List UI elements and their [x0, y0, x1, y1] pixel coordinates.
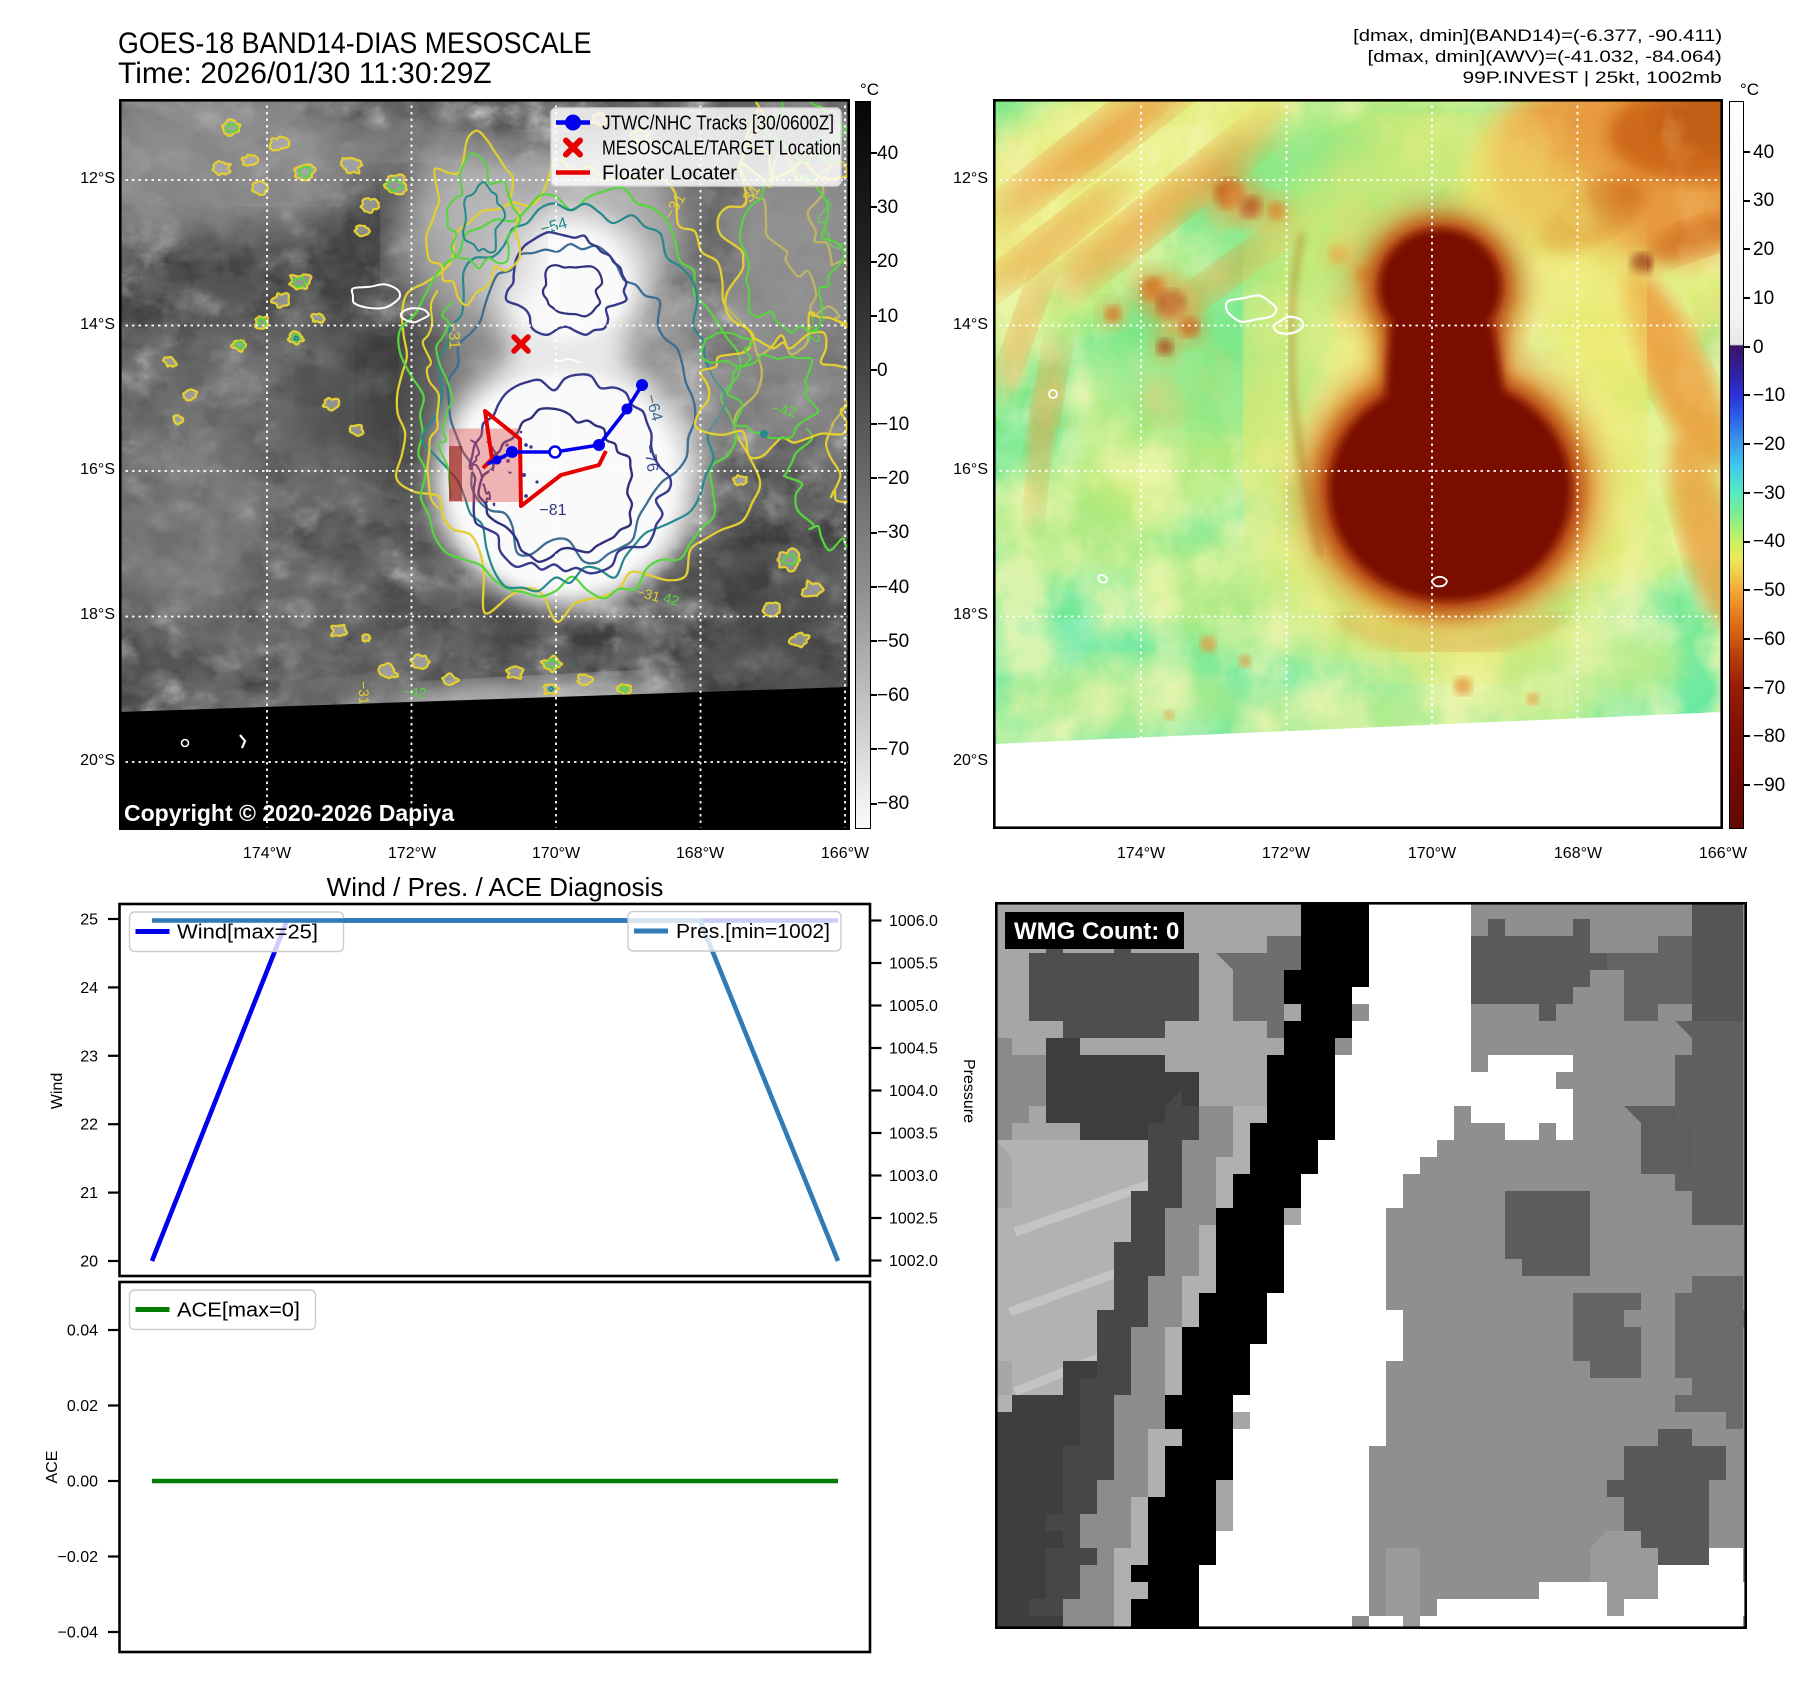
svg-text:−54: −54	[539, 215, 570, 238]
svg-text:−42: −42	[803, 315, 822, 344]
svg-text:−31: −31	[356, 681, 373, 706]
svg-text:1004.5: 1004.5	[889, 1041, 938, 1058]
svg-text:−31: −31	[444, 322, 462, 350]
svg-text:MESOSCALE/TARGET Location: MESOSCALE/TARGET Location	[602, 138, 841, 160]
svg-text:1003.0: 1003.0	[889, 1168, 938, 1185]
svg-text:Pressure: Pressure	[960, 1059, 977, 1123]
svg-text:ACE[max=0]: ACE[max=0]	[177, 1300, 300, 1322]
svg-text:−31: −31	[635, 583, 662, 605]
svg-text:−42: −42	[402, 683, 427, 701]
svg-text:22: 22	[80, 1117, 98, 1134]
svg-text:Wind[max=25]: Wind[max=25]	[177, 922, 318, 944]
svg-text:WMG Count: 0: WMG Count: 0	[1014, 918, 1179, 945]
svg-text:0.02: 0.02	[67, 1398, 98, 1415]
svg-text:1002.5: 1002.5	[889, 1211, 938, 1228]
svg-text:−42: −42	[770, 400, 798, 421]
svg-text:−0.04: −0.04	[58, 1625, 99, 1642]
svg-text:1003.5: 1003.5	[889, 1126, 938, 1143]
svg-text:Copyright © 2020-2026 Dapiya: Copyright © 2020-2026 Dapiya	[124, 800, 454, 826]
svg-text:1005.0: 1005.0	[889, 998, 938, 1015]
svg-text:1006.0: 1006.0	[889, 913, 938, 930]
svg-text:24: 24	[80, 980, 98, 997]
svg-text:Wind: Wind	[49, 1073, 66, 1109]
svg-text:−81: −81	[539, 502, 566, 519]
svg-text:21: 21	[80, 1185, 98, 1202]
svg-text:1004.0: 1004.0	[889, 1083, 938, 1100]
svg-text:25: 25	[80, 912, 98, 929]
svg-text:0.00: 0.00	[67, 1474, 98, 1491]
svg-text:Floater Locater: Floater Locater	[602, 163, 737, 185]
svg-text:42: 42	[662, 589, 681, 609]
svg-text:−0.02: −0.02	[58, 1549, 99, 1566]
svg-text:−64: −64	[642, 393, 665, 424]
svg-text:ACE: ACE	[44, 1451, 61, 1484]
svg-text:1002.0: 1002.0	[889, 1253, 938, 1270]
svg-text:−76: −76	[640, 444, 661, 473]
svg-text:20: 20	[80, 1254, 98, 1271]
svg-text:Wind / Pres. / ACE Diagnosis: Wind / Pres. / ACE Diagnosis	[327, 872, 664, 902]
svg-text:0.04: 0.04	[67, 1323, 98, 1340]
svg-text:Pres.[min=1002]: Pres.[min=1002]	[676, 921, 830, 943]
svg-text:JTWC/NHC Tracks [30/0600Z]: JTWC/NHC Tracks [30/0600Z]	[602, 113, 834, 135]
svg-text:1005.5: 1005.5	[889, 956, 938, 973]
svg-text:23: 23	[80, 1048, 98, 1065]
